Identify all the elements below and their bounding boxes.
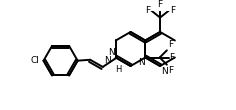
Text: N: N: [138, 58, 144, 67]
Text: N: N: [104, 56, 110, 65]
Text: F: F: [157, 0, 163, 9]
Text: F: F: [168, 40, 173, 49]
Text: F: F: [168, 66, 173, 75]
Text: H: H: [115, 65, 121, 74]
Text: Cl: Cl: [30, 56, 39, 65]
Text: N: N: [161, 67, 168, 76]
Text: F: F: [145, 6, 150, 15]
Text: F: F: [170, 6, 175, 15]
Text: N: N: [109, 48, 115, 57]
Text: F: F: [169, 53, 175, 62]
